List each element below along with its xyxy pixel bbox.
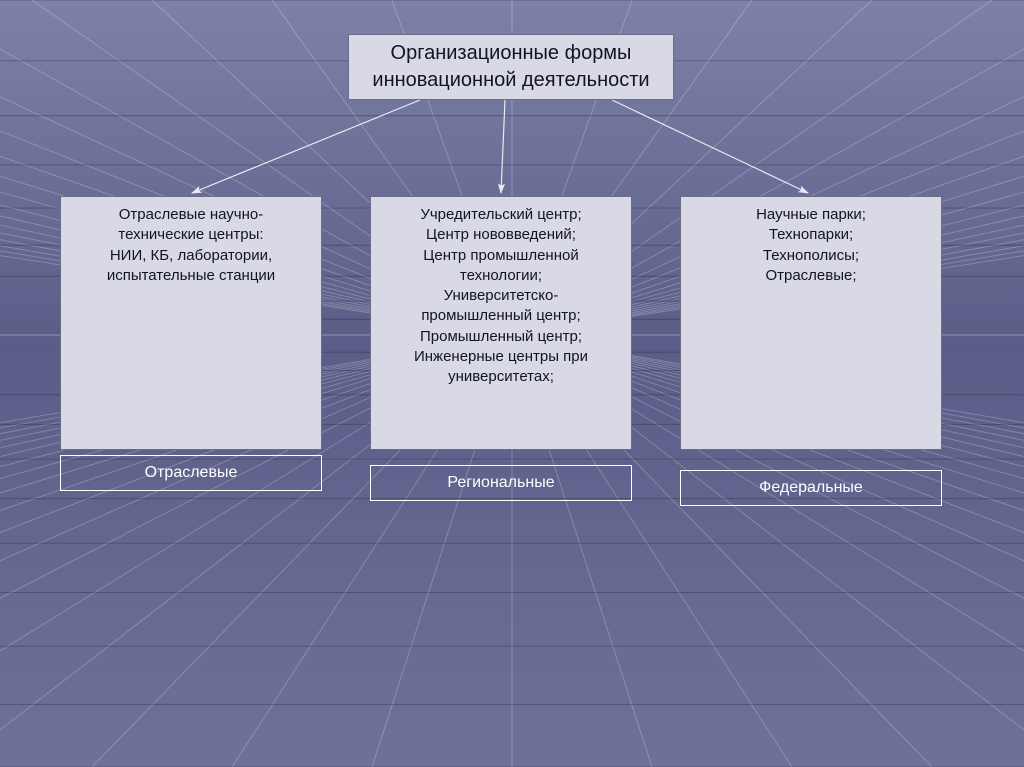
arrow-0 [192, 100, 420, 193]
col3_content-line: Отраслевые; [765, 266, 856, 286]
col2_content-line: университетах; [448, 367, 554, 387]
col1_content-line: Отраслевые научно- [119, 205, 263, 225]
col2_label-text: Региональные [447, 472, 554, 494]
col1_content-line: технические центры: [118, 225, 263, 245]
col2_content-line: технологии; [460, 266, 542, 286]
col2_label: Региональные [370, 465, 632, 501]
col2_content-line: Промышленный центр; [420, 327, 582, 347]
col2_content-line: Инженерные центры при [414, 347, 588, 367]
col2_content-line: Университетско- [444, 286, 559, 306]
col2_content-line: Учредительский центр; [420, 205, 581, 225]
title: Организационные формыинновационной деяте… [348, 34, 674, 100]
col1_content-line: испытательные станции [107, 266, 275, 286]
arrow-2 [612, 100, 808, 193]
col1_label: Отраслевые [60, 455, 322, 491]
col3_content-line: Технопарки; [769, 225, 853, 245]
col2_content: Учредительский центр;Центр нововведений;… [370, 196, 632, 450]
col3_content: Научные парки;Технопарки;Технополисы;Отр… [680, 196, 942, 450]
diagram-layer: Организационные формыинновационной деяте… [0, 0, 1024, 767]
title-line: инновационной деятельности [372, 67, 649, 94]
col2_content-line: Центр промышленной [423, 246, 578, 266]
col1_content: Отраслевые научно-технические центры:НИИ… [60, 196, 322, 450]
col3_label: Федеральные [680, 470, 942, 506]
col1_content-line: НИИ, КБ, лаборатории, [110, 246, 272, 266]
col2_content-line: промышленный центр; [421, 306, 580, 326]
col1_label-text: Отраслевые [145, 462, 238, 484]
col3_label-text: Федеральные [759, 477, 863, 499]
col3_content-line: Технополисы; [763, 246, 859, 266]
col3_content-line: Научные парки; [756, 205, 866, 225]
title-line: Организационные формы [391, 40, 632, 67]
arrow-1 [501, 100, 505, 193]
col2_content-line: Центр нововведений; [426, 225, 576, 245]
